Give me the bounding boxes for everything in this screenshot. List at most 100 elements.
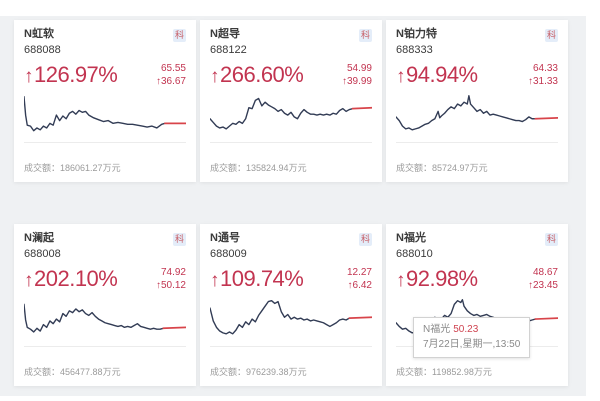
up-arrow-icon: ↑ <box>341 76 347 87</box>
turnover-label: 成交额：135824.94万元 <box>210 163 307 173</box>
change-percent: ↑94.94% <box>396 62 478 88</box>
change-row: ↑266.60% 54.99 ↑39.99 <box>210 62 372 88</box>
change-row: ↑202.10% 74.92 ↑50.12 <box>24 266 186 292</box>
current-price: 54.99 <box>346 63 372 74</box>
price-block: 64.33 ↑31.33 <box>528 62 558 88</box>
change-percent-value: 109.74% <box>220 266 304 291</box>
chart-tooltip: N福光 50.23 7月22日,星期一,13:50 <box>413 317 531 358</box>
star-market-badge-icon: 科 <box>359 29 372 42</box>
star-market-badge-icon: 科 <box>173 29 186 42</box>
up-arrow-icon: ↑ <box>155 280 161 291</box>
mini-price-chart[interactable] <box>210 93 372 139</box>
mini-price-chart[interactable] <box>210 297 372 343</box>
price-change: ↑50.12 <box>156 279 186 292</box>
turnover-label: 成交额：456477.88万元 <box>24 367 121 377</box>
up-arrow-icon: ↑ <box>24 66 34 87</box>
stock-card[interactable]: N澜起 688008 科 ↑202.10% 74.92 ↑50.12 成交额：4… <box>14 224 196 386</box>
change-row: ↑126.97% 65.55 ↑36.67 <box>24 62 186 88</box>
divider <box>24 346 186 347</box>
stock-identity: N通号 688009 <box>210 232 247 261</box>
current-price: 48.67 <box>532 267 558 278</box>
divider <box>210 142 372 143</box>
current-price: 12.27 <box>346 267 372 278</box>
turnover-label: 成交额：85724.97万元 <box>396 163 488 173</box>
change-percent-value: 92.98% <box>406 266 478 291</box>
up-arrow-icon: ↑ <box>155 76 161 87</box>
price-change-value: 6.42 <box>352 280 372 291</box>
up-arrow-icon: ↑ <box>210 66 220 87</box>
stock-name: N澜起 <box>24 232 54 244</box>
stock-code: 688010 <box>396 248 433 260</box>
tooltip-stock-name: N福光 <box>423 324 451 335</box>
mini-price-chart[interactable] <box>24 93 186 139</box>
star-market-badge-icon: 科 <box>545 29 558 42</box>
stock-code: 688122 <box>210 44 247 56</box>
price-block: 12.27 ↑6.42 <box>347 266 372 292</box>
card-header: N虹软 688088 科 <box>24 28 186 57</box>
turnover-value: 85724.97 <box>432 163 470 173</box>
current-price: 64.33 <box>532 63 558 74</box>
stock-identity: N铂力特 688333 <box>396 28 437 57</box>
turnover-label: 成交额：976239.38万元 <box>210 367 307 377</box>
stock-card[interactable]: N铂力特 688333 科 ↑94.94% 64.33 ↑31.33 成交额：8… <box>386 20 568 182</box>
up-arrow-icon: ↑ <box>210 270 220 291</box>
change-percent: ↑92.98% <box>396 266 478 292</box>
stock-card[interactable]: N福光 688010 科 ↑92.98% 48.67 ↑23.45 成交额：11… <box>386 224 568 386</box>
price-change: ↑39.99 <box>342 75 372 88</box>
current-price: 65.55 <box>160 63 186 74</box>
tooltip-price: 50.23 <box>453 324 479 335</box>
price-change: ↑36.67 <box>156 75 186 88</box>
stock-name: N通号 <box>210 232 240 244</box>
price-block: 54.99 ↑39.99 <box>342 62 372 88</box>
turnover-value: 119852.98 <box>432 367 474 377</box>
price-change-value: 31.33 <box>532 76 558 87</box>
tooltip-title: N福光 50.23 <box>423 323 520 336</box>
stock-card[interactable]: N虹软 688088 科 ↑126.97% 65.55 ↑36.67 成交额：1… <box>14 20 196 182</box>
card-grid: N虹软 688088 科 ↑126.97% 65.55 ↑36.67 成交额：1… <box>14 20 568 386</box>
mini-price-chart[interactable] <box>24 297 186 343</box>
price-change: ↑31.33 <box>528 75 558 88</box>
star-market-badge-icon: 科 <box>173 233 186 246</box>
stock-code: 688088 <box>24 44 61 56</box>
price-change-value: 36.67 <box>160 76 186 87</box>
stock-identity: N澜起 688008 <box>24 232 61 261</box>
card-header: N福光 688010 科 <box>396 232 558 261</box>
change-percent: ↑109.74% <box>210 266 304 292</box>
stock-card[interactable]: N超导 688122 科 ↑266.60% 54.99 ↑39.99 成交额：1… <box>200 20 382 182</box>
stock-code: 688009 <box>210 248 247 260</box>
price-change: ↑6.42 <box>347 279 372 292</box>
price-block: 65.55 ↑36.67 <box>156 62 186 88</box>
turnover-value: 456477.88 <box>60 367 103 377</box>
stock-name: N虹软 <box>24 28 54 40</box>
change-percent-value: 202.10% <box>34 266 118 291</box>
stock-name: N超导 <box>210 28 240 40</box>
turnover-value: 135824.94 <box>246 163 289 173</box>
change-percent: ↑202.10% <box>24 266 118 292</box>
stock-code: 688008 <box>24 248 61 260</box>
divider <box>24 142 186 143</box>
change-percent: ↑266.60% <box>210 62 304 88</box>
current-price: 74.92 <box>160 267 186 278</box>
change-percent-value: 94.94% <box>406 62 478 87</box>
stock-name: N铂力特 <box>396 28 437 40</box>
price-block: 74.92 ↑50.12 <box>156 266 186 292</box>
price-block: 48.67 ↑23.45 <box>528 266 558 292</box>
stock-identity: N超导 688122 <box>210 28 247 57</box>
turnover-value: 976239.38 <box>246 367 289 377</box>
change-row: ↑92.98% 48.67 ↑23.45 <box>396 266 558 292</box>
up-arrow-icon: ↑ <box>24 270 34 291</box>
divider <box>210 346 372 347</box>
divider <box>396 142 558 143</box>
mini-price-chart[interactable] <box>396 93 558 139</box>
tooltip-datetime: 7月22日,星期一,13:50 <box>423 339 521 350</box>
stock-code: 688333 <box>396 44 433 56</box>
stock-card[interactable]: N通号 688009 科 ↑109.74% 12.27 ↑6.42 成交额：97… <box>200 224 382 386</box>
change-percent-value: 266.60% <box>220 62 304 87</box>
up-arrow-icon: ↑ <box>396 270 406 291</box>
up-arrow-icon: ↑ <box>527 76 533 87</box>
up-arrow-icon: ↑ <box>527 280 533 291</box>
price-change-value: 50.12 <box>160 280 186 291</box>
up-arrow-icon: ↑ <box>396 66 406 87</box>
card-header: N铂力特 688333 科 <box>396 28 558 57</box>
price-change: ↑23.45 <box>528 279 558 292</box>
